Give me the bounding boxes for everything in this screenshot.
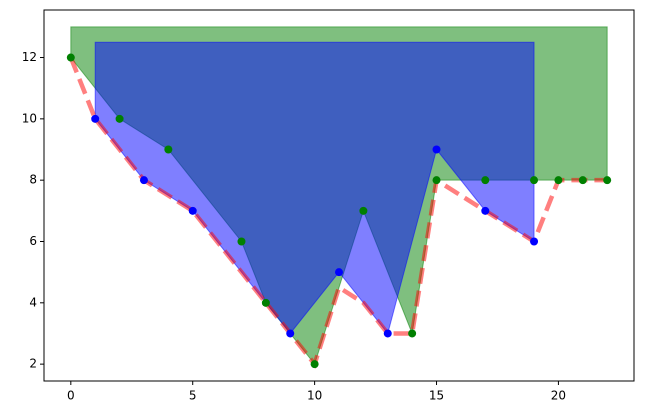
point (383, 329, 392, 338)
y-tick-label: 4 (29, 295, 37, 309)
y-tick-label: 12 (22, 50, 37, 64)
dashed-line (68, 56, 608, 369)
point (554, 176, 563, 185)
y-tick-label: 6 (29, 234, 37, 248)
point (310, 360, 319, 369)
point (408, 329, 417, 338)
fill-area (94, 41, 535, 335)
y-tick-label: 10 (22, 111, 37, 125)
point (139, 176, 148, 185)
point (603, 176, 612, 185)
point (335, 268, 343, 277)
point (91, 114, 100, 123)
plot-area (66, 26, 612, 369)
point (164, 145, 173, 154)
x-tick-label: 0 (67, 389, 75, 403)
x-tick-label: 15 (429, 389, 444, 403)
point (530, 176, 539, 185)
point (578, 176, 587, 185)
point (286, 329, 295, 338)
point (530, 237, 539, 246)
y-tick-label: 2 (29, 357, 37, 371)
x-tick-label: 5 (189, 389, 197, 403)
point (261, 298, 270, 307)
point (188, 206, 197, 215)
point (115, 114, 124, 123)
x-tick-label: 10 (307, 389, 322, 403)
point (66, 53, 75, 62)
point (481, 206, 490, 215)
y-tick-label: 8 (29, 173, 37, 187)
point (481, 176, 490, 185)
point (432, 176, 441, 185)
point (237, 237, 246, 246)
x-tick-label: 20 (551, 389, 566, 403)
axes-frame (43, 9, 635, 382)
point (359, 206, 368, 215)
point (432, 145, 441, 154)
